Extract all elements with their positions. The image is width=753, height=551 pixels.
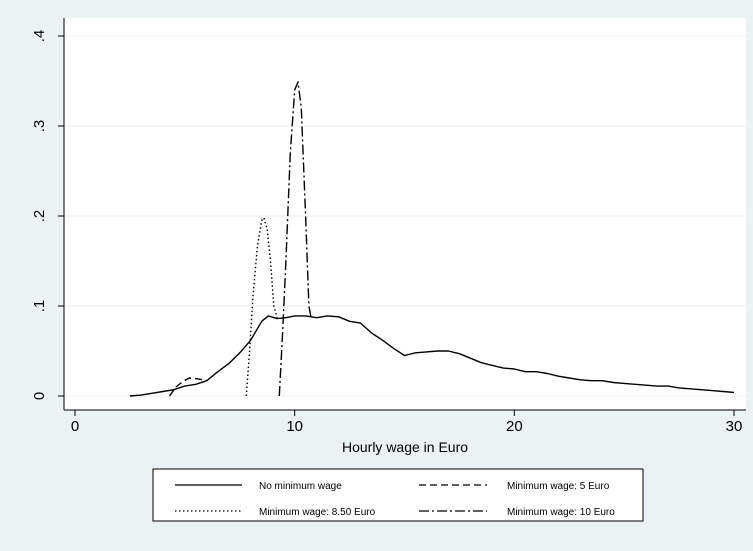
y-tick-label-3: .3 <box>31 120 48 133</box>
plot-area <box>64 18 746 410</box>
series-line-1 <box>168 377 207 397</box>
series-line-2 <box>245 217 278 397</box>
legend-box <box>152 468 644 522</box>
series-lines <box>129 81 735 397</box>
legend-label-minimum-wage-8-50: Minimum wage: 8.50 Euro <box>259 507 376 518</box>
x-tick-label-2: 20 <box>506 418 523 435</box>
series-line-3 <box>278 81 312 397</box>
axes <box>63 18 746 411</box>
y-tick-label-4: .4 <box>31 30 48 43</box>
x-axis-title: Hourly wage in Euro <box>342 439 468 455</box>
x-tick-label-1: 10 <box>286 418 303 435</box>
legend-label-minimum-wage-5: Minimum wage: 5 Euro <box>507 481 610 492</box>
legend: No minimum wage Minimum wage: 5 Euro Min… <box>152 468 644 522</box>
y-tick-label-1: .1 <box>31 300 48 313</box>
legend-label-minimum-wage-10: Minimum wage: 10 Euro <box>507 507 615 518</box>
y-tick-label-2: .2 <box>31 210 48 223</box>
x-tick-label-3: 30 <box>726 418 743 435</box>
x-ticks: 0 10 20 30 <box>71 410 743 435</box>
x-tick-label-0: 0 <box>71 418 79 435</box>
y-tick-label-0: 0 <box>31 392 48 400</box>
gridlines <box>64 35 746 397</box>
y-ticks: 0 .1 .2 .3 .4 <box>31 30 64 400</box>
legend-label-no-minimum-wage: No minimum wage <box>259 481 342 492</box>
series-line-0 <box>129 315 735 397</box>
